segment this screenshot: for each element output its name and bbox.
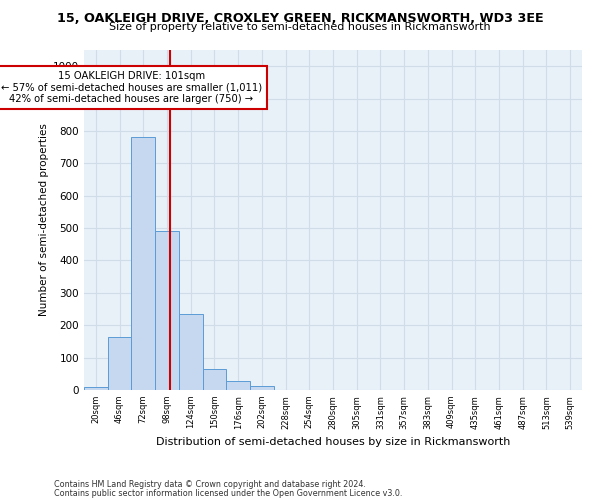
Text: 15 OAKLEIGH DRIVE: 101sqm
← 57% of semi-detached houses are smaller (1,011)
42% : 15 OAKLEIGH DRIVE: 101sqm ← 57% of semi-… (1, 70, 262, 104)
Bar (155, 232, 179, 390)
Text: Contains public sector information licensed under the Open Government Licence v3: Contains public sector information licen… (54, 488, 403, 498)
Text: Size of property relative to semi-detached houses in Rickmansworth: Size of property relative to semi-detach… (109, 22, 491, 32)
Bar (179, 314, 203, 390)
X-axis label: Distribution of semi-detached houses by size in Rickmansworth: Distribution of semi-detached houses by … (156, 437, 510, 447)
Bar (250, 386, 274, 390)
Bar (108, 336, 131, 390)
Y-axis label: Number of semi-detached properties: Number of semi-detached properties (39, 124, 49, 316)
Text: 15, OAKLEIGH DRIVE, CROXLEY GREEN, RICKMANSWORTH, WD3 3EE: 15, OAKLEIGH DRIVE, CROXLEY GREEN, RICKM… (56, 12, 544, 24)
Bar (226, 381, 250, 390)
Text: Contains HM Land Registry data © Crown copyright and database right 2024.: Contains HM Land Registry data © Crown c… (54, 480, 366, 489)
Bar (84, 387, 108, 390)
Bar (131, 138, 155, 390)
Bar (203, 369, 226, 390)
